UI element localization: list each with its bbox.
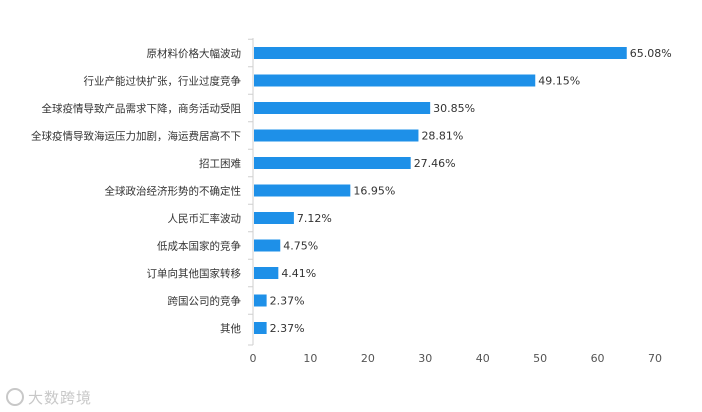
- bar: [254, 184, 351, 197]
- bar: [254, 239, 281, 252]
- category-label: 低成本国家的竞争: [157, 240, 241, 253]
- category-label: 其他: [220, 322, 241, 335]
- category-label: 原材料价格大幅波动: [147, 47, 242, 60]
- category-label: 跨国公司的竞争: [168, 295, 242, 308]
- x-tick-label: 10: [303, 352, 317, 365]
- x-tick-label: 50: [533, 352, 547, 365]
- data-label: 49.15%: [538, 75, 580, 88]
- data-label: 7.12%: [297, 212, 332, 225]
- x-tick-label: 20: [361, 352, 375, 365]
- data-label: 4.75%: [283, 240, 318, 253]
- bar: [254, 102, 431, 114]
- category-label: 全球疫情导致海运压力加剧，海运费居高不下: [31, 130, 241, 143]
- data-label: 16.95%: [353, 185, 395, 198]
- bar: [254, 74, 536, 87]
- y-axis: 原材料价格大幅波动行业产能过快扩张，行业过度竞争全球疫情导致产品需求下降，商务活…: [31, 38, 254, 346]
- category-label: 订单向其他国家转移: [147, 267, 242, 280]
- watermark: 大数跨境: [6, 387, 92, 408]
- data-label: 2.37%: [270, 322, 305, 335]
- data-label: 4.41%: [281, 267, 316, 280]
- x-tick-label: 60: [591, 352, 605, 365]
- category-label: 全球政治经济形势的不确定性: [105, 185, 242, 198]
- bars-group: 65.08% 49.15% 30.85% 28.81% 27.46% 16.95% 7.12…: [254, 47, 672, 335]
- category-label: 人民币汇率波动: [168, 212, 242, 225]
- watermark-text: 大数跨境: [28, 389, 93, 407]
- bar: [254, 322, 267, 334]
- x-tick-label: 0: [250, 352, 257, 365]
- x-tick-label: 30: [418, 352, 432, 365]
- category-label: 全球疫情导致产品需求下降，商务活动受阻: [42, 102, 242, 115]
- category-label: 行业产能过快扩张，行业过度竞争: [84, 75, 242, 88]
- data-label: 2.37%: [270, 295, 305, 308]
- bar: [254, 267, 279, 279]
- bar: [254, 294, 267, 307]
- data-label: 65.08%: [630, 47, 672, 60]
- x-tick-label: 70: [648, 352, 662, 365]
- bar: [254, 157, 411, 169]
- bar: [254, 47, 627, 59]
- bar: [254, 129, 419, 142]
- x-axis: 0 10 20 30 40 50 60 70: [250, 352, 663, 365]
- data-label: 30.85%: [433, 102, 475, 115]
- bar: [254, 212, 294, 224]
- category-label: 招工困难: [199, 157, 241, 170]
- data-label: 28.81%: [421, 130, 463, 143]
- x-tick-label: 40: [476, 352, 490, 365]
- data-label: 27.46%: [414, 157, 456, 170]
- logo-circle-icon: [6, 388, 24, 406]
